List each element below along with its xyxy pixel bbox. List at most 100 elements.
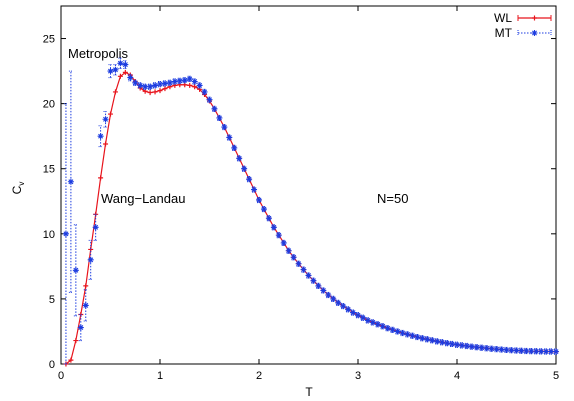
mt-point xyxy=(434,338,441,345)
mt-point xyxy=(374,321,381,328)
y-tick-label: 5 xyxy=(49,294,55,306)
wl-point xyxy=(152,89,158,95)
mt-point xyxy=(533,348,540,355)
mt-point xyxy=(508,347,515,354)
mt-point xyxy=(483,345,490,352)
mt-point xyxy=(142,83,149,90)
mt-point xyxy=(280,239,287,246)
mt-point xyxy=(256,196,262,203)
x-tick-label: 1 xyxy=(157,370,163,382)
mt-point xyxy=(409,332,416,339)
y-axis: 0 5 10 15 20 25 xyxy=(43,34,556,371)
mt-point xyxy=(221,124,228,131)
mt-point xyxy=(211,105,218,112)
mt-point xyxy=(315,282,322,289)
wl-point xyxy=(108,111,113,117)
mt-point xyxy=(429,337,436,344)
mt-point xyxy=(503,346,510,353)
wl-point xyxy=(98,175,104,181)
mt-point xyxy=(543,348,550,355)
mt-point xyxy=(176,77,183,84)
mt-point xyxy=(132,79,139,86)
mt-point xyxy=(275,232,282,239)
mt-point xyxy=(152,82,159,89)
x-tick-label: 4 xyxy=(454,370,460,382)
mt-point xyxy=(498,346,505,353)
wl-point xyxy=(103,141,109,147)
mt-point xyxy=(538,348,545,355)
mt-point xyxy=(147,83,154,90)
mt-point xyxy=(414,334,421,341)
series-mt xyxy=(62,57,559,365)
mt-point xyxy=(157,81,163,88)
x-tick-label: 0 xyxy=(58,370,64,382)
mt-point xyxy=(379,323,386,330)
mt-point xyxy=(67,178,74,185)
annotation-metropolis: Metropolis xyxy=(68,46,128,61)
y-axis-label-subscript: v xyxy=(17,182,26,186)
mt-point xyxy=(295,260,302,267)
mt-point xyxy=(300,266,307,273)
mt-point xyxy=(127,74,134,81)
mt-point xyxy=(246,176,253,183)
mt-point xyxy=(72,267,79,274)
mt-point xyxy=(454,341,460,348)
x-tick-label: 2 xyxy=(256,370,262,382)
mt-point xyxy=(231,144,238,151)
mt-point xyxy=(82,302,89,309)
mt-point xyxy=(270,224,277,231)
y-tick-label: 0 xyxy=(49,359,55,371)
x-axis-label: T xyxy=(305,385,313,399)
wl-point xyxy=(157,88,163,94)
mt-point xyxy=(196,82,203,89)
mt-point xyxy=(473,344,480,351)
mt-point xyxy=(201,88,208,95)
mt-point xyxy=(389,326,396,333)
wl-point xyxy=(68,357,74,363)
annotation-wang-landau: Wang−Landau xyxy=(101,191,185,206)
mt-point xyxy=(444,340,451,347)
wl-point xyxy=(112,89,118,95)
mt-point xyxy=(478,344,485,351)
mt-point xyxy=(528,348,535,355)
mt-point xyxy=(191,78,198,85)
mt-point xyxy=(137,82,144,89)
mt-point xyxy=(97,133,104,140)
y-axis-label-main: C xyxy=(10,185,24,194)
mt-point xyxy=(206,96,213,103)
mt-point xyxy=(112,66,119,73)
wl-point xyxy=(187,82,193,88)
mt-point xyxy=(359,314,366,321)
legend: WL MT xyxy=(494,11,552,40)
series-layer xyxy=(62,57,559,367)
x-axis: 0 1 2 3 4 5 xyxy=(58,6,559,382)
mt-point xyxy=(340,303,347,310)
wl-point xyxy=(117,73,123,79)
wl-point xyxy=(73,338,79,344)
mt-point xyxy=(399,330,406,337)
y-axis-label: Cv xyxy=(10,182,26,195)
mt-point xyxy=(513,347,520,354)
mt-point xyxy=(102,116,109,123)
legend-marker-mt xyxy=(531,30,538,36)
mt-point xyxy=(458,342,465,349)
mt-point xyxy=(488,345,495,352)
x-tick-label: 3 xyxy=(355,370,361,382)
mt-point xyxy=(350,309,357,316)
mt-point xyxy=(87,256,94,263)
legend-label-mt: MT xyxy=(495,26,513,40)
mt-point xyxy=(320,287,327,294)
mt-point xyxy=(62,230,69,237)
y-tick-label: 25 xyxy=(43,34,55,46)
mt-point xyxy=(122,61,129,68)
mt-point xyxy=(265,215,272,222)
mt-point xyxy=(463,343,470,350)
annotation-n50: N=50 xyxy=(377,191,408,206)
mt-point xyxy=(166,79,173,86)
wl-point xyxy=(83,283,89,289)
mt-point xyxy=(226,134,233,141)
legend-marker-wl xyxy=(532,15,537,21)
mt-point xyxy=(171,78,178,85)
mt-point xyxy=(384,325,391,332)
mt-point xyxy=(493,346,500,353)
